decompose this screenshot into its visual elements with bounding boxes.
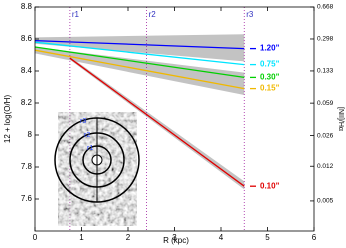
y2-tick-label: 0.298	[317, 36, 334, 43]
y-tick-label: 7.8	[21, 162, 33, 171]
y2-tick-label: 0.133	[317, 68, 334, 75]
x-tick-label: 2	[126, 233, 131, 242]
series-line	[34, 41, 245, 66]
x-tick-label: 6	[312, 233, 317, 242]
legend-label: 1.20"	[260, 44, 280, 53]
y-tick-label: 7.6	[21, 194, 33, 203]
legend-label: 0.15"	[260, 84, 280, 93]
y2-tick-label: 0.668	[317, 4, 334, 11]
error-band	[35, 47, 245, 95]
series-line	[34, 39, 245, 50]
inset-label: r3	[80, 118, 86, 125]
y2-tick-label: 0.026	[317, 132, 334, 139]
x-tick-label: 4	[219, 233, 224, 242]
y-tick-label: 8	[28, 130, 33, 139]
reference-label: r3	[246, 10, 254, 19]
x-tick-label: 0	[33, 233, 38, 242]
x-axis-label: R (kpc)	[163, 236, 189, 245]
y2-axis-label: [NII]/Hα	[337, 107, 344, 131]
y-tick-label: 8.4	[21, 66, 33, 75]
legend-label: 0.10"	[260, 181, 280, 190]
error-band	[35, 34, 245, 62]
series-line	[69, 57, 245, 187]
series-line	[34, 49, 245, 90]
x-tick-label: 5	[265, 233, 270, 242]
y-tick-label: 8.8	[21, 2, 33, 11]
series-line	[34, 46, 245, 79]
inset-label: r2	[84, 132, 90, 139]
reference-label: r1	[72, 10, 80, 19]
reference-label: r2	[149, 10, 157, 19]
x-tick-label: 3	[172, 233, 177, 242]
y-axis-label: 12 + log(O/H)	[3, 95, 12, 144]
inset-image: r1 r2 r3	[54, 112, 140, 226]
legend-label: 0.75"	[260, 60, 280, 69]
y2-tick-label: 0.059	[317, 100, 334, 107]
y2-tick-label: 0.012	[317, 163, 334, 170]
legend-label: 0.30"	[260, 73, 280, 82]
x-tick-label: 1	[79, 233, 84, 242]
y2-tick-label: 0.005	[317, 198, 334, 205]
inset-label: r1	[87, 145, 93, 152]
y-tick-label: 8.2	[21, 98, 33, 107]
y-tick-label: 8.6	[21, 34, 33, 43]
